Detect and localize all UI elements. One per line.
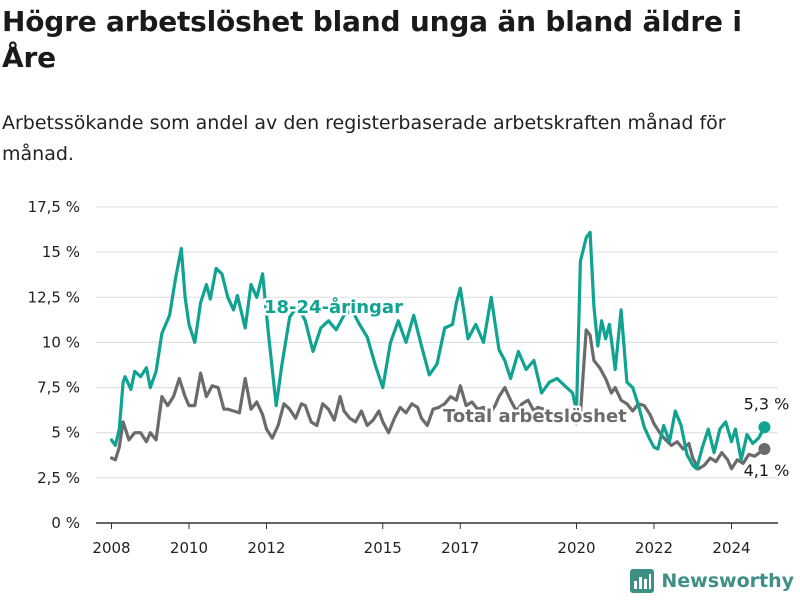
- series-18-24-end-label: 5,3 %: [744, 394, 790, 413]
- series-total-line: [109, 328, 767, 471]
- x-tick-label: 2024: [712, 539, 750, 557]
- x-tick-label: 2008: [92, 539, 130, 557]
- series-18-24-name-label: 18-24-åringar: [264, 296, 403, 318]
- y-tick-label: 10 %: [42, 333, 80, 351]
- series-total-end-marker: [758, 442, 771, 455]
- x-tick-label: 2010: [170, 539, 208, 557]
- x-tick-label: 2020: [557, 539, 595, 557]
- chart-title: Högre arbetslöshet bland unga än bland ä…: [2, 5, 742, 74]
- x-tick-label: 2015: [364, 539, 402, 557]
- series-total-end-label: 4,1 %: [744, 461, 790, 480]
- y-tick-label: 0 %: [51, 514, 80, 532]
- x-tick-label: 2022: [635, 539, 673, 557]
- newsworthy-logo-icon: [630, 569, 655, 593]
- brand-logo: Newsworthy: [629, 568, 794, 594]
- x-tick-label: 2017: [441, 539, 479, 557]
- y-tick-label: 17,5 %: [28, 198, 80, 216]
- series-18-24-end-marker: [758, 421, 771, 434]
- series-18-24-name-label-halo: 18-24-åringar: [264, 296, 403, 318]
- brand-name: Newsworthy: [661, 570, 794, 592]
- y-tick-label: 2,5 %: [37, 469, 80, 487]
- chart-subtitle: Arbetssökande som andel av den registerb…: [2, 112, 726, 165]
- y-tick-label: 12,5 %: [28, 288, 80, 306]
- y-tick-label: 7,5 %: [37, 379, 80, 397]
- series-total-name-label-halo: Total arbetslöshet: [443, 406, 627, 427]
- y-tick-label: 5 %: [51, 424, 80, 442]
- label-layer: 4,1 %5,3 %18-24-åringar18-24-åringarTota…: [262, 294, 790, 480]
- y-tick-label: 15 %: [42, 243, 80, 261]
- series-total-name-label: Total arbetslöshet: [443, 406, 627, 427]
- series-18-24-line: [109, 230, 767, 471]
- x-tick-label: 2012: [247, 539, 285, 557]
- series-layer: [109, 230, 771, 471]
- axis-layer: 0 % 2,5 % 5 % 7,5 % 10 % 12,5 % 15 % 17,5 % 2008…: [28, 198, 751, 557]
